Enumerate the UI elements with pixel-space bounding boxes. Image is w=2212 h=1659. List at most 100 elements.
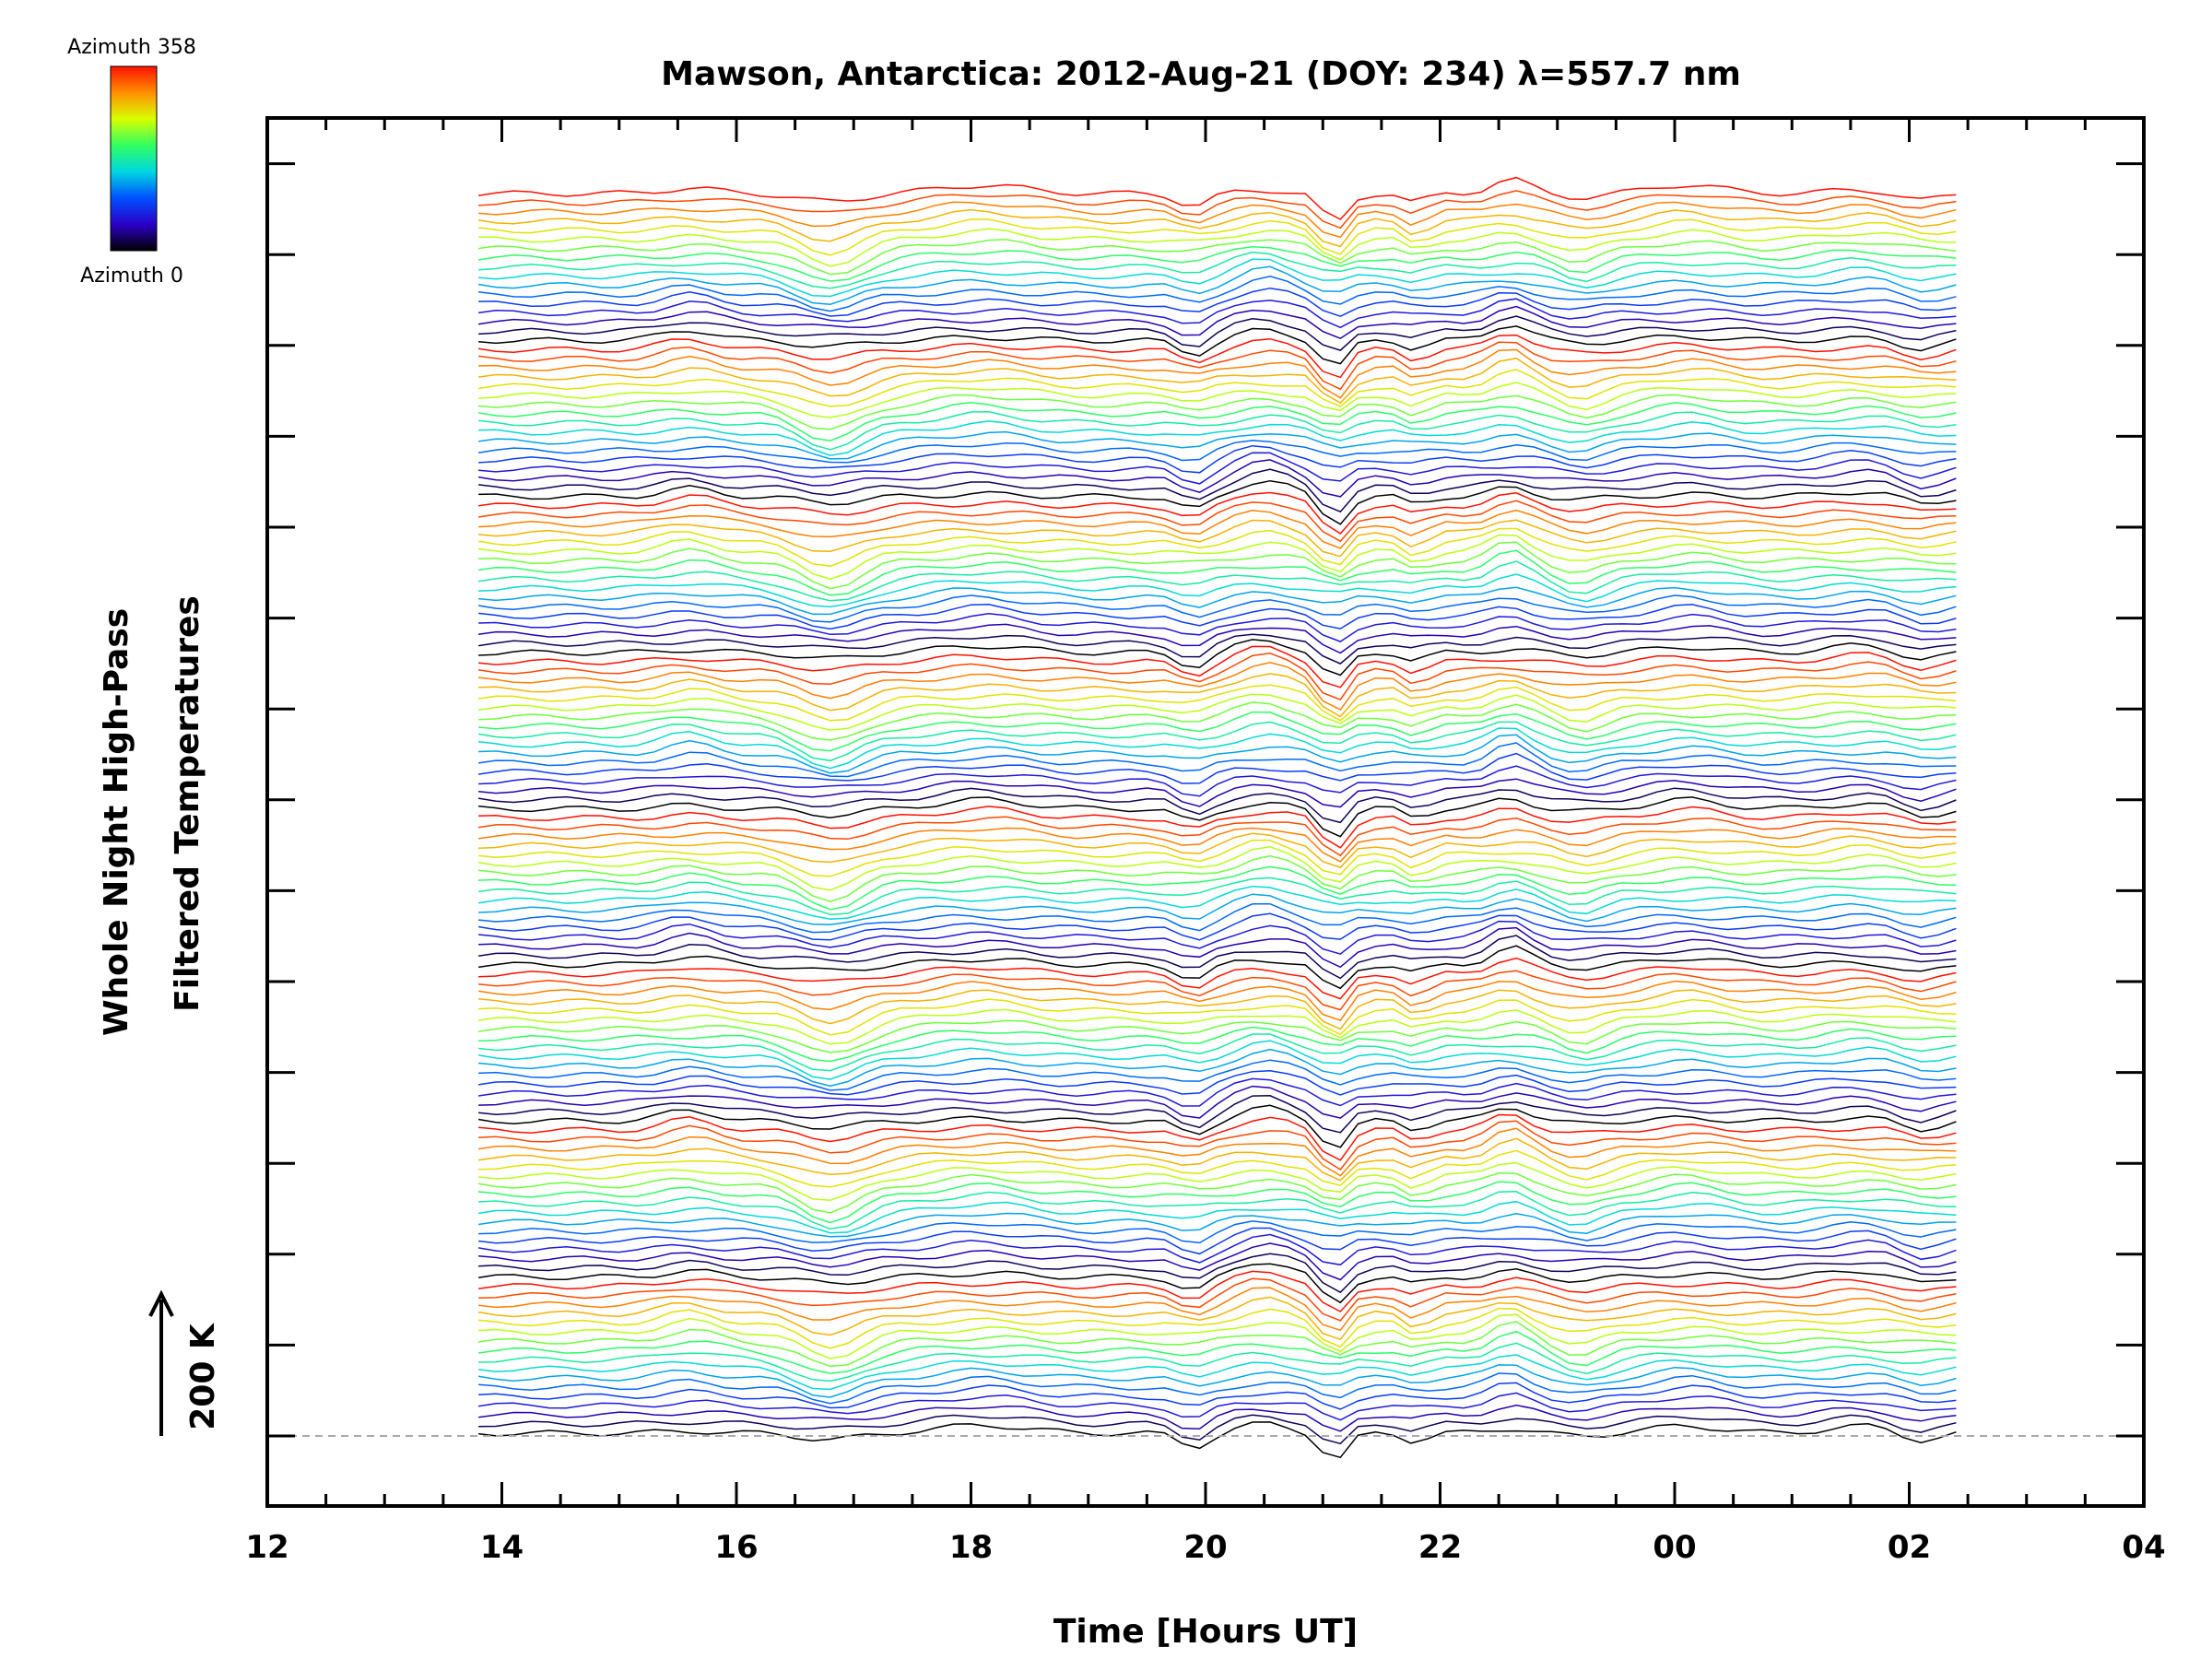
azimuth-trace bbox=[478, 573, 1957, 608]
azimuth-trace bbox=[478, 411, 1957, 451]
azimuth-trace bbox=[477, 935, 1957, 980]
azimuth-trace bbox=[478, 1095, 1957, 1134]
chart-title: Mawson, Antarctica: 2012-Aug-21 (DOY: 23… bbox=[661, 55, 1741, 93]
azimuth-trace bbox=[478, 893, 1957, 926]
azimuth-trace bbox=[478, 1414, 1957, 1445]
azimuth-trace bbox=[478, 586, 1957, 616]
azimuth-trace bbox=[478, 645, 1957, 688]
azimuth-trace bbox=[477, 752, 1957, 784]
azimuth-trace bbox=[478, 258, 1957, 298]
azimuth-trace bbox=[478, 832, 1957, 869]
azimuth-trace bbox=[478, 1227, 1957, 1255]
axis-ticks: 12 14 16 18 20 22 00 02 04 bbox=[245, 118, 2166, 1566]
azimuth-trace bbox=[477, 693, 1957, 731]
azimuth-trace bbox=[477, 298, 1957, 329]
azimuth-trace bbox=[477, 1172, 1957, 1214]
azimuth-trace bbox=[478, 839, 1957, 877]
azimuth-trace bbox=[478, 1242, 1957, 1281]
azimuth-trace bbox=[477, 560, 1957, 602]
azimuth-trace bbox=[478, 727, 1957, 770]
azimuth-trace bbox=[478, 452, 1957, 485]
azimuth-trace bbox=[478, 1220, 1957, 1244]
azimuth-trace bbox=[478, 1277, 1957, 1322]
azimuth-trace bbox=[478, 1026, 1957, 1063]
azimuth-trace bbox=[478, 1161, 1957, 1202]
azimuth-trace bbox=[478, 325, 1957, 365]
azimuth-trace bbox=[477, 1263, 1957, 1304]
azimuth-trace bbox=[477, 1392, 1957, 1421]
azimuth-trace bbox=[477, 491, 1957, 535]
azimuth-trace bbox=[478, 734, 1957, 774]
azimuth-trace bbox=[477, 401, 1957, 441]
azimuth-trace bbox=[478, 190, 1957, 229]
azimuth-trace bbox=[477, 1404, 1957, 1432]
azimuth-trace bbox=[478, 1120, 1957, 1171]
azimuth-trace bbox=[478, 1372, 1957, 1405]
azimuth-trace bbox=[477, 245, 1957, 282]
azimuth-trace bbox=[477, 846, 1957, 891]
azimuth-trace bbox=[477, 1008, 1957, 1045]
azimuth-trace bbox=[478, 1085, 1957, 1119]
azimuth-trace bbox=[478, 1307, 1957, 1349]
azimuth-trace bbox=[477, 1069, 1957, 1096]
azimuth-trace bbox=[477, 265, 1957, 305]
scale-arrow-head bbox=[148, 1289, 174, 1317]
azimuth-trace bbox=[477, 1233, 1957, 1266]
x-tick-label: 22 bbox=[1418, 1529, 1462, 1566]
azimuth-trace bbox=[477, 594, 1957, 623]
azimuth-trace bbox=[477, 816, 1957, 857]
azimuth-trace bbox=[478, 711, 1957, 752]
azimuth-trace bbox=[478, 1421, 1957, 1459]
azimuth-trace bbox=[478, 806, 1957, 849]
azimuth-trace bbox=[477, 357, 1957, 405]
azimuth-trace bbox=[477, 1200, 1957, 1234]
azimuth-trace bbox=[478, 613, 1957, 642]
azimuth-trace bbox=[478, 348, 1957, 399]
azimuth-trace bbox=[478, 201, 1957, 239]
azimuth-trace bbox=[478, 382, 1957, 418]
y-axis-label-line2: Filtered Temperatures bbox=[169, 595, 206, 1012]
azimuth-trace bbox=[477, 176, 1957, 220]
colorbar-top-label: Azimuth 358 bbox=[67, 36, 196, 59]
azimuth-trace bbox=[477, 827, 1957, 863]
azimuth-trace bbox=[477, 1330, 1957, 1374]
azimuth-trace bbox=[478, 1059, 1957, 1091]
azimuth-trace bbox=[477, 527, 1957, 568]
azimuth-trace bbox=[477, 334, 1957, 379]
azimuth-trace bbox=[478, 778, 1957, 808]
azimuth-trace bbox=[478, 468, 1957, 513]
azimuth-trace bbox=[478, 341, 1957, 391]
azimuth-trace bbox=[478, 228, 1957, 267]
azimuth-trace bbox=[478, 218, 1957, 256]
azimuth-trace bbox=[477, 1040, 1957, 1080]
x-tick-label: 12 bbox=[245, 1529, 288, 1566]
azimuth-trace bbox=[478, 1191, 1957, 1230]
azimuth-trace bbox=[477, 549, 1957, 596]
x-axis-label: Time [Hours UT] bbox=[1053, 1613, 1358, 1651]
azimuth-trace bbox=[478, 902, 1957, 934]
x-tick-label: 00 bbox=[1653, 1529, 1696, 1566]
azimuth-trace bbox=[478, 673, 1957, 718]
x-tick-label: 04 bbox=[2122, 1529, 2165, 1566]
azimuth-trace bbox=[478, 662, 1957, 712]
azimuth-trace bbox=[477, 1077, 1957, 1107]
azimuth-trace bbox=[477, 1019, 1957, 1053]
azimuth-trace bbox=[478, 701, 1957, 741]
azimuth-trace bbox=[478, 957, 1957, 1000]
azimuth-trace bbox=[478, 796, 1957, 838]
azimuth-trace bbox=[477, 1270, 1957, 1312]
azimuth-trace bbox=[478, 315, 1957, 351]
x-tick-label: 20 bbox=[1183, 1529, 1227, 1566]
azimuth-trace bbox=[478, 509, 1957, 549]
azimuth-trace bbox=[478, 865, 1957, 911]
y-axis-label-line1: Whole Night High-Pass bbox=[98, 608, 135, 1036]
azimuth-trace bbox=[478, 1033, 1957, 1072]
azimuth-trace bbox=[477, 459, 1957, 498]
azimuth-trace bbox=[478, 1313, 1957, 1359]
azimuth-trace bbox=[478, 1181, 1957, 1224]
azimuth-trace bbox=[477, 1137, 1957, 1182]
azimuth-trace bbox=[478, 534, 1957, 580]
azimuth-trace bbox=[478, 639, 1957, 677]
azimuth-trace bbox=[478, 276, 1957, 312]
azimuth-trace bbox=[477, 440, 1957, 464]
